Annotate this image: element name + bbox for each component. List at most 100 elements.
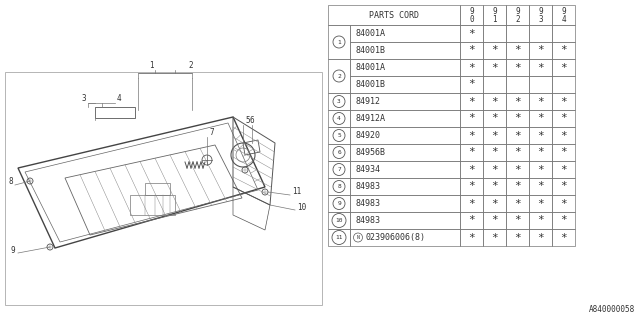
Bar xyxy=(552,144,575,161)
Text: 84001B: 84001B xyxy=(355,80,385,89)
Bar xyxy=(483,59,506,76)
Text: *: * xyxy=(537,45,544,55)
Text: *: * xyxy=(491,97,498,107)
Bar xyxy=(529,212,552,229)
Bar xyxy=(529,178,552,195)
Bar xyxy=(350,195,460,212)
Text: *: * xyxy=(468,148,475,157)
Text: 9: 9 xyxy=(337,201,341,206)
Bar xyxy=(506,110,529,127)
Bar xyxy=(350,59,460,76)
Bar xyxy=(552,127,575,144)
Text: A840000058: A840000058 xyxy=(589,305,635,314)
Text: 3: 3 xyxy=(337,99,341,104)
Bar xyxy=(460,229,483,246)
Bar xyxy=(552,76,575,93)
Text: *: * xyxy=(491,131,498,140)
Text: 1: 1 xyxy=(337,39,341,44)
Bar xyxy=(529,76,552,93)
Text: *: * xyxy=(514,45,521,55)
Text: *: * xyxy=(537,62,544,73)
Text: 5: 5 xyxy=(245,116,250,125)
Bar xyxy=(529,5,552,25)
Text: 84983: 84983 xyxy=(355,182,380,191)
Text: *: * xyxy=(468,79,475,90)
Text: 84912: 84912 xyxy=(355,97,380,106)
Text: *: * xyxy=(560,198,567,209)
Text: PARTS CORD: PARTS CORD xyxy=(369,11,419,20)
Text: 9: 9 xyxy=(10,246,15,255)
Bar xyxy=(350,212,460,229)
Text: *: * xyxy=(468,62,475,73)
Bar xyxy=(460,212,483,229)
Text: *: * xyxy=(537,181,544,191)
Text: 0: 0 xyxy=(469,15,474,25)
Bar xyxy=(350,161,460,178)
Bar xyxy=(328,59,350,93)
Text: *: * xyxy=(560,233,567,243)
Bar xyxy=(350,127,460,144)
Bar xyxy=(506,195,529,212)
Text: *: * xyxy=(491,62,498,73)
Bar xyxy=(350,178,460,195)
Text: *: * xyxy=(560,215,567,226)
Bar xyxy=(552,59,575,76)
Text: *: * xyxy=(468,164,475,174)
Bar xyxy=(350,42,460,59)
Bar xyxy=(328,110,350,127)
Bar xyxy=(328,93,350,110)
Text: *: * xyxy=(468,97,475,107)
Text: 11: 11 xyxy=(292,187,301,196)
Text: 5: 5 xyxy=(337,133,341,138)
Bar xyxy=(506,161,529,178)
Text: *: * xyxy=(491,114,498,124)
Bar xyxy=(552,25,575,42)
Bar xyxy=(328,161,350,178)
Text: *: * xyxy=(514,215,521,226)
Text: 10: 10 xyxy=(297,203,307,212)
Text: *: * xyxy=(560,148,567,157)
Bar xyxy=(460,195,483,212)
Bar xyxy=(350,110,460,127)
Bar xyxy=(483,76,506,93)
Bar xyxy=(506,178,529,195)
Text: *: * xyxy=(514,114,521,124)
Text: *: * xyxy=(514,233,521,243)
Text: *: * xyxy=(514,62,521,73)
Bar xyxy=(460,76,483,93)
Text: *: * xyxy=(537,233,544,243)
Text: *: * xyxy=(560,62,567,73)
Text: 10: 10 xyxy=(335,218,343,223)
Bar xyxy=(328,144,350,161)
Bar xyxy=(506,5,529,25)
Text: *: * xyxy=(560,114,567,124)
Text: 2: 2 xyxy=(515,15,520,25)
Text: *: * xyxy=(537,215,544,226)
Text: 6: 6 xyxy=(337,150,341,155)
Text: 4: 4 xyxy=(561,15,566,25)
Bar xyxy=(506,76,529,93)
Text: *: * xyxy=(537,164,544,174)
Bar xyxy=(483,110,506,127)
Text: *: * xyxy=(468,131,475,140)
Text: 84920: 84920 xyxy=(355,131,380,140)
Bar xyxy=(350,76,460,93)
Bar xyxy=(483,42,506,59)
Text: 9: 9 xyxy=(561,7,566,17)
Bar xyxy=(460,161,483,178)
Text: 84983: 84983 xyxy=(355,216,380,225)
Text: 2: 2 xyxy=(337,74,341,78)
Bar xyxy=(460,59,483,76)
Text: *: * xyxy=(491,45,498,55)
Bar xyxy=(506,127,529,144)
Bar xyxy=(506,59,529,76)
Bar xyxy=(552,161,575,178)
Text: 6: 6 xyxy=(250,116,254,125)
Bar xyxy=(506,212,529,229)
Bar xyxy=(328,178,350,195)
Text: 7: 7 xyxy=(209,128,214,137)
Text: *: * xyxy=(537,114,544,124)
Text: 1: 1 xyxy=(492,15,497,25)
Text: *: * xyxy=(468,181,475,191)
Bar xyxy=(506,25,529,42)
